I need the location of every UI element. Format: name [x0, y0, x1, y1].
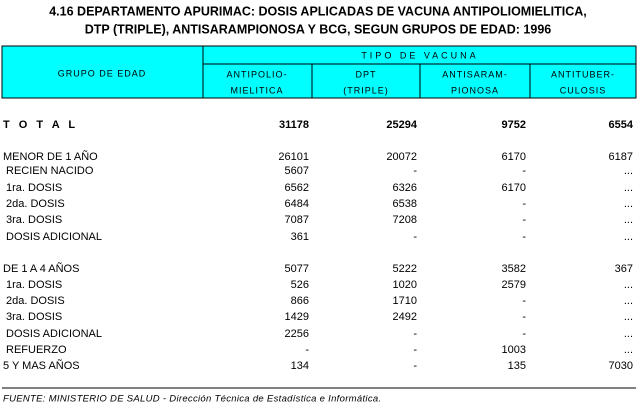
column-header: PIONOSA — [451, 85, 499, 95]
cell-value: 25294 — [386, 119, 417, 131]
cell-value: 5607 — [285, 165, 309, 177]
cell-value: ... — [624, 182, 633, 194]
cell-value: 2256 — [285, 328, 309, 340]
span-header: TIPO DE VACUNA — [361, 50, 478, 60]
cell-value: 6562 — [285, 182, 309, 194]
cell-value: 6538 — [393, 198, 417, 210]
row-label: 1ra. DOSIS — [6, 182, 62, 194]
cell-value: - — [522, 214, 526, 226]
total-label: T O T A L — [3, 119, 78, 131]
cell-value: - — [522, 328, 526, 340]
column-header: (TRIPLE) — [343, 85, 389, 95]
source-note: FUENTE: MINISTERIO DE SALUD - Dirección … — [3, 394, 381, 405]
row-label: DE 1 A 4 AÑOS — [3, 262, 79, 275]
cell-value: 7030 — [609, 360, 633, 372]
cell-value: 6170 — [502, 182, 526, 194]
cell-value: - — [413, 231, 417, 243]
cell-value: 31178 — [279, 119, 309, 131]
cell-value: ... — [624, 279, 633, 291]
row-label: 3ra. DOSIS — [6, 311, 62, 323]
cell-value: 1710 — [393, 295, 417, 307]
cell-value: - — [305, 344, 309, 356]
cell-value: 6554 — [609, 119, 634, 131]
cell-value: 5222 — [393, 263, 417, 275]
row-label: 1ra. DOSIS — [6, 279, 62, 291]
cell-value: 3582 — [502, 263, 526, 275]
cell-value: 6326 — [393, 182, 417, 194]
column-header: ANTITUBER- — [551, 69, 615, 79]
cell-value: 2492 — [393, 311, 417, 323]
cell-value: - — [413, 344, 417, 356]
cell-value: 367 — [615, 263, 633, 275]
row-label: REFUERZO — [6, 344, 67, 356]
cell-value: - — [413, 328, 417, 340]
cell-value: 6484 — [285, 198, 309, 210]
cell-value: ... — [624, 328, 633, 340]
cell-value: - — [522, 198, 526, 210]
row-label: 5 Y MAS AÑOS — [3, 359, 80, 372]
cell-value: ... — [624, 214, 633, 226]
row-label: RECIEN NACIDO — [6, 165, 94, 177]
cell-value: 134 — [291, 360, 309, 372]
cell-value: 26101 — [278, 151, 309, 163]
row-label: 2da. DOSIS — [6, 198, 65, 210]
group-header: GRUPO DE EDAD — [58, 68, 147, 78]
cell-value: - — [413, 360, 417, 372]
row-label: MENOR DE 1 AÑO — [3, 150, 98, 163]
cell-value: ... — [624, 344, 633, 356]
cell-value: 361 — [291, 231, 309, 243]
cell-value: ... — [624, 231, 633, 243]
column-header: MIELITICA — [230, 85, 283, 95]
cell-value: 7087 — [285, 214, 309, 226]
cell-value: 1003 — [502, 344, 526, 356]
cell-value: - — [522, 231, 526, 243]
cell-value: ... — [624, 165, 633, 177]
cell-value: - — [522, 295, 526, 307]
title-line: DTP (TRIPLE), ANTISARAMPIONOSA Y BCG, SE… — [85, 22, 552, 36]
cell-value: - — [522, 165, 526, 177]
row-label: DOSIS ADICIONAL — [6, 328, 102, 340]
cell-value: 20072 — [386, 151, 417, 163]
row-label: 3ra. DOSIS — [6, 214, 62, 226]
column-header: ANTIPOLIO- — [226, 69, 287, 79]
cell-value: - — [522, 311, 526, 323]
cell-value: - — [413, 165, 417, 177]
cell-value: 526 — [291, 279, 309, 291]
cell-value: 5077 — [285, 263, 309, 275]
cell-value: 1020 — [393, 279, 417, 291]
column-header: DPT — [356, 69, 377, 79]
cell-value: 1429 — [285, 311, 309, 323]
cell-value: 2579 — [502, 279, 526, 291]
cell-value: ... — [624, 198, 633, 210]
column-header: CULOSIS — [560, 85, 607, 95]
cell-value: 6187 — [609, 151, 633, 163]
row-label: 2da. DOSIS — [6, 295, 65, 307]
cell-value: 866 — [291, 295, 309, 307]
row-label: DOSIS ADICIONAL — [6, 231, 102, 243]
column-header: ANTISARAM- — [442, 69, 508, 79]
cell-value: ... — [624, 295, 633, 307]
title-line: 4.16 DEPARTAMENTO APURIMAC: DOSIS APLICA… — [49, 4, 587, 18]
cell-value: 9752 — [502, 119, 526, 131]
cell-value: ... — [624, 311, 633, 323]
cell-value: 7208 — [393, 214, 417, 226]
cell-value: 135 — [508, 360, 526, 372]
cell-value: 6170 — [502, 151, 526, 163]
